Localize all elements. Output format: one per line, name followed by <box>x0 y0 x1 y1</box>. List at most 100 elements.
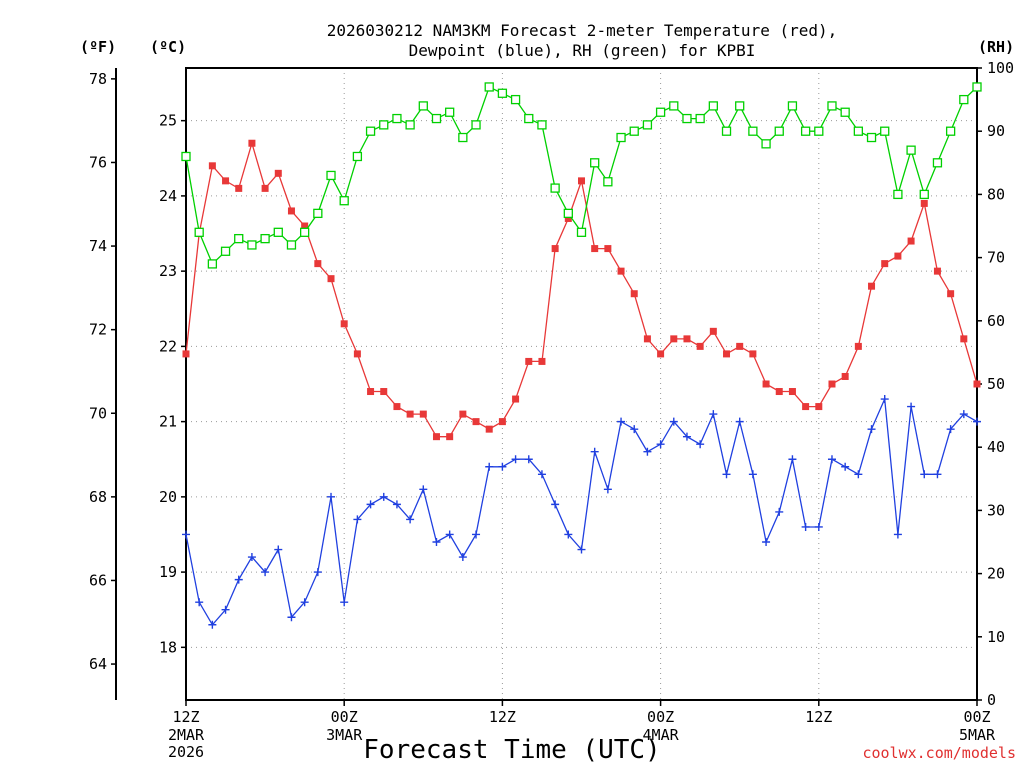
temperature-point <box>868 282 876 290</box>
dewpoint-point <box>682 432 691 441</box>
temperature-point <box>564 214 572 222</box>
rh-point <box>550 183 560 193</box>
temperature-point <box>367 388 375 396</box>
dewpoint-point <box>327 492 336 501</box>
rh-point <box>260 233 270 244</box>
temperature-point <box>432 433 440 441</box>
dewpoint-point <box>762 538 771 546</box>
rh-tick-label: 100 <box>987 59 1014 77</box>
dewpoint-point <box>208 620 217 629</box>
dewpoint-point <box>669 417 678 426</box>
rh-point <box>787 101 798 111</box>
dewpoint-point <box>656 440 665 449</box>
dewpoint-point <box>854 470 863 479</box>
dewpoint-point <box>696 440 705 449</box>
rh-tick-label: 20 <box>987 565 1005 583</box>
dewpoint-point <box>537 470 546 479</box>
rh-point <box>510 94 521 105</box>
dewpoint-point <box>524 455 533 464</box>
dewpoint-point <box>564 530 573 539</box>
grid-lines <box>186 68 977 700</box>
temperature-point <box>630 290 638 298</box>
dewpoint-point <box>920 470 929 479</box>
dewpoint-point <box>247 553 256 562</box>
x-tick-time: 00Z <box>647 708 674 726</box>
temperature-point <box>973 380 981 388</box>
dewpoint-point <box>379 492 388 501</box>
temperature-point <box>380 388 388 396</box>
rh-point <box>563 208 573 219</box>
temperature-point <box>222 177 230 185</box>
dewpoint-point <box>551 500 560 509</box>
dewpoint-point <box>458 553 467 562</box>
temperature-point <box>314 260 322 268</box>
rh-point <box>655 107 666 117</box>
rh-point <box>827 101 837 111</box>
x-tick-date: 3MAR <box>326 726 363 744</box>
rh-point <box>392 113 402 124</box>
temperature-point <box>393 403 401 411</box>
x-tick-time: 00Z <box>963 708 990 726</box>
dewpoint-point <box>234 575 243 584</box>
rh-tick-label: 0 <box>987 691 996 709</box>
rh-point <box>880 126 890 136</box>
dewpoint-point <box>788 455 797 464</box>
fahrenheit-tick-label: 78 <box>89 70 107 88</box>
rh-point <box>484 82 494 92</box>
dewpoint-point <box>392 500 401 509</box>
dewpoint-point <box>880 395 889 404</box>
celsius-tick-label: 19 <box>159 563 177 581</box>
rh-tick-label: 70 <box>987 249 1005 267</box>
dewpoint-point <box>221 605 230 614</box>
dewpoint-point <box>814 522 823 531</box>
dewpoint-point <box>827 455 836 464</box>
rh-point <box>458 132 468 143</box>
rh-point <box>932 158 943 168</box>
temperature-point <box>235 184 243 192</box>
dewpoint-point <box>511 455 520 464</box>
temperature-point <box>828 380 836 388</box>
temperature-point <box>815 403 823 411</box>
rh-point <box>761 139 771 149</box>
temperature-point <box>947 290 955 298</box>
rh-point <box>669 101 679 111</box>
dewpoint-point <box>485 462 494 471</box>
celsius-tick-label: 25 <box>159 112 177 130</box>
rh-point <box>735 101 745 111</box>
rh-point <box>590 158 600 168</box>
dewpoint-point <box>630 425 639 434</box>
temperature-point <box>736 342 744 350</box>
rh-tick-label: 90 <box>987 122 1005 140</box>
rh-point <box>629 126 639 136</box>
rh-point <box>840 107 850 117</box>
temperature-point <box>920 199 928 207</box>
dewpoint-point <box>300 598 309 607</box>
temperature-point <box>261 184 269 192</box>
temperature-point <box>287 207 295 215</box>
fahrenheit-tick-label: 64 <box>89 655 107 673</box>
dewpoint-point <box>709 410 718 419</box>
dewpoint-point <box>907 402 916 411</box>
dewpoint-point <box>893 530 902 539</box>
dewpoint-point <box>867 425 876 434</box>
temperature-point <box>657 350 665 358</box>
temperature-point <box>208 162 216 170</box>
temperature-point <box>854 342 862 350</box>
temperature-point <box>762 380 770 388</box>
rh-unit-label: (RH) <box>978 38 1014 56</box>
temperature-point <box>353 350 361 358</box>
rh-point <box>497 88 508 98</box>
dewpoint-point <box>182 530 190 539</box>
rh-point <box>853 126 863 136</box>
dewpoint-point <box>353 515 362 524</box>
rh-point <box>721 126 732 136</box>
rh-point <box>576 227 587 237</box>
fahrenheit-tick-label: 72 <box>89 321 107 339</box>
temperature-point <box>446 433 454 441</box>
x-axis-title: Forecast Time (UTC) <box>363 735 660 765</box>
rh-point <box>603 177 613 187</box>
temperature-point <box>788 388 796 396</box>
rh-point <box>220 246 231 256</box>
